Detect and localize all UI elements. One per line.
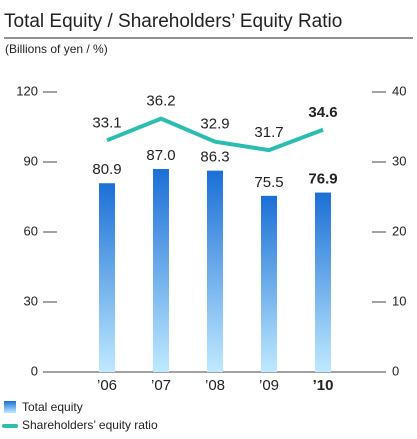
x-tick-label: ’08 <box>205 377 225 394</box>
bar-value-label: 75.5 <box>254 174 283 191</box>
chart-subtitle: (Billions of yen / %) <box>5 42 108 56</box>
bar <box>99 183 115 372</box>
x-tick-label: ’10 <box>313 377 334 394</box>
y-tick-label: 30 <box>24 293 38 308</box>
y-tick-label: 60 <box>24 223 38 238</box>
x-tick-label: ’06 <box>97 377 117 394</box>
line-value-label: 33.1 <box>92 114 121 131</box>
y2-tick-label: 20 <box>392 223 406 238</box>
legend-label: Total equity <box>22 400 83 414</box>
line-value-label: 31.7 <box>254 124 283 141</box>
bar <box>261 195 277 372</box>
bar <box>153 169 169 372</box>
x-tick-label: ’09 <box>259 377 279 394</box>
y-tick-label: 90 <box>24 153 38 168</box>
y2-tick-label: 40 <box>392 83 406 98</box>
bar <box>315 192 331 372</box>
y2-tick-label: 10 <box>392 293 406 308</box>
legend-swatch <box>4 401 16 413</box>
y-tick-label: 120 <box>16 83 38 98</box>
bar-value-label: 80.9 <box>92 161 121 178</box>
y-tick-label: 0 <box>31 363 38 378</box>
bar <box>207 170 223 372</box>
x-tick-label: ’07 <box>151 377 171 394</box>
line-value-label: 34.6 <box>308 104 337 121</box>
bar-value-label: 76.9 <box>308 171 337 188</box>
line-value-label: 32.9 <box>200 116 229 133</box>
ratio-line <box>106 116 324 153</box>
line-value-label: 36.2 <box>146 93 175 110</box>
bar-value-label: 86.3 <box>200 149 229 166</box>
chart-title: Total Equity / Shareholders’ Equity Rati… <box>4 11 342 32</box>
y2-tick-label: 0 <box>392 363 399 378</box>
y2-tick-label: 30 <box>392 153 406 168</box>
legend-label: Shareholders’ equity ratio <box>22 418 158 432</box>
bar-value-label: 87.0 <box>146 147 175 164</box>
